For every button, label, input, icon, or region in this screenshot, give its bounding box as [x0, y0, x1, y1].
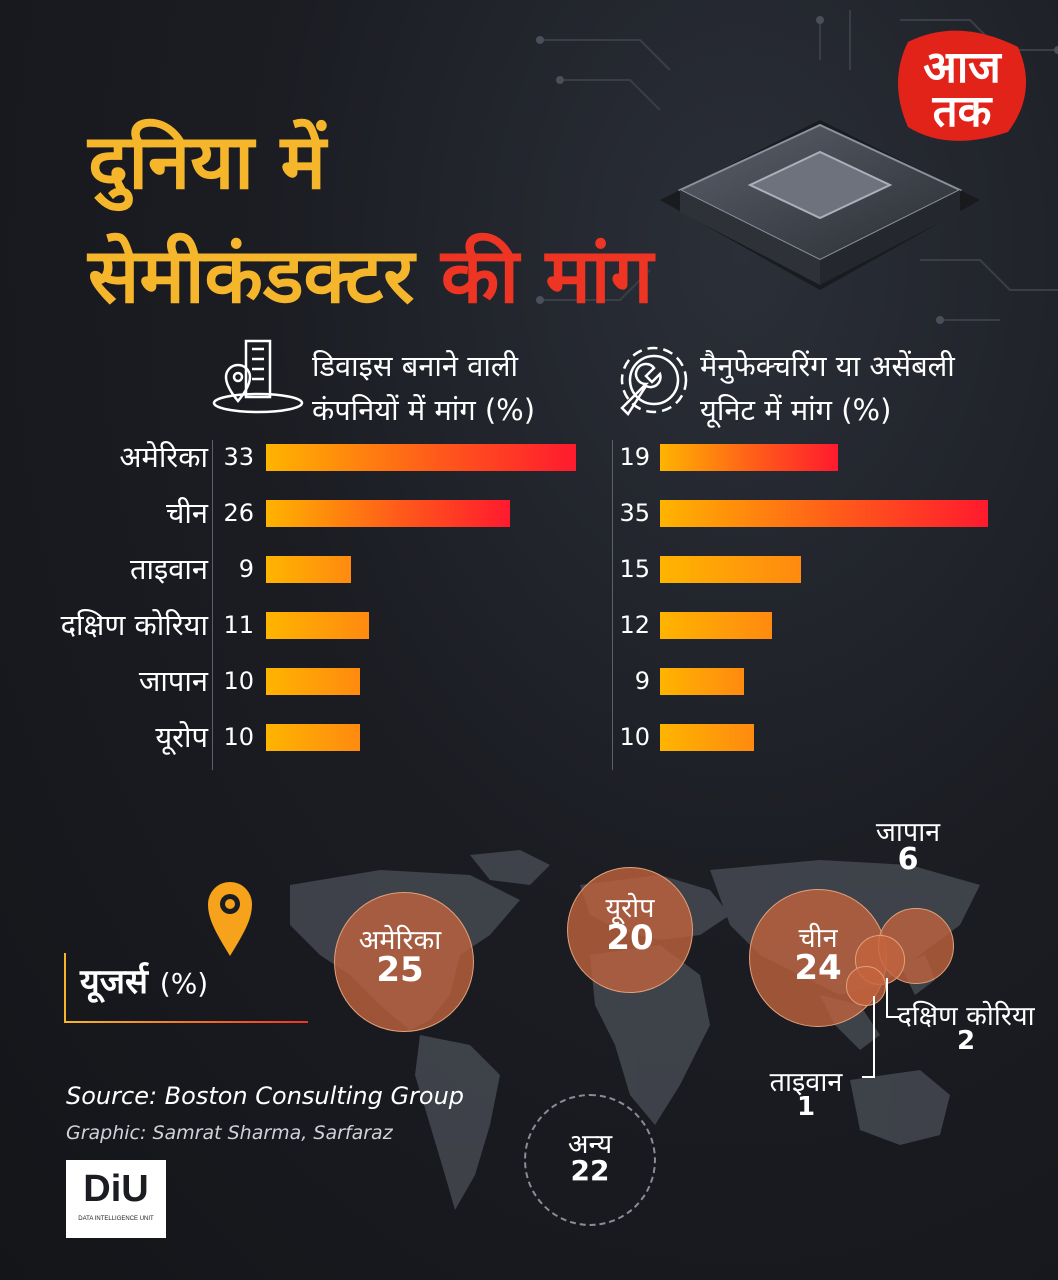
users-title: यूजर्स [80, 962, 148, 1002]
left-bar [266, 444, 576, 471]
left-header-line-1: डिवाइस बनाने वाली [312, 349, 519, 383]
others-bubble [523, 1093, 657, 1227]
left-header-line-2: कंपनियों में मांग (%) [312, 393, 536, 427]
right-header-line-1: मैनुफेक्चरिंग या असेंबली [700, 349, 955, 383]
right-value-label: 15 [619, 555, 650, 583]
bubble-value-label: 25 [376, 950, 424, 990]
left-bar [266, 556, 351, 583]
users-label: यूजर्स (%) [80, 957, 208, 1003]
right-value-label: 10 [619, 723, 650, 751]
left-column-header: डिवाइस बनाने वाली कंपनियों में मांग (%) [312, 344, 535, 432]
connector-line [862, 1076, 875, 1078]
category-label: ताइवान [129, 552, 208, 586]
bubble-category-label: दक्षिण कोरिया [897, 1001, 1035, 1032]
title-line-2: सेमीकंडक्टर की मांग [88, 222, 653, 325]
left-bar [266, 500, 511, 527]
bubble-category-label: जापान [875, 817, 941, 848]
category-label: अमेरिका [119, 440, 208, 474]
bubble-category-label: अन्य [567, 1129, 613, 1160]
right-value-label: 35 [619, 499, 650, 527]
right-bar [660, 724, 754, 751]
category-label: यूरोप [155, 720, 208, 754]
connector-line [886, 978, 888, 1018]
right-value-label: 12 [619, 611, 650, 639]
left-value-label: 11 [223, 611, 254, 639]
left-separator [212, 440, 213, 770]
right-header-line-2: यूनिट में मांग (%) [700, 393, 892, 427]
source-text: Source: Boston Consulting Group [66, 1082, 465, 1110]
diu-logo-text: DiU [83, 1168, 149, 1210]
left-bar [266, 668, 360, 695]
location-pin-icon [208, 882, 252, 956]
bubble-value-label: 24 [794, 948, 842, 988]
logo-line-2: तक [932, 86, 994, 137]
bubble-category-label: ताइवान [769, 1067, 843, 1098]
category-label: दक्षिण कोरिया [60, 608, 208, 642]
middle-separator [612, 440, 613, 770]
users-bubble [846, 966, 886, 1006]
category-label: जापान [138, 664, 208, 698]
left-bar [266, 612, 370, 639]
bubble-value-label: 1 [796, 1092, 816, 1122]
bubble-category-label: अमेरिका [358, 925, 442, 956]
users-accent-line [64, 953, 66, 1023]
right-value-label: 19 [619, 443, 650, 471]
gear-wrench-icon [620, 346, 688, 416]
diu-logo-subtext: DATA INTELLIGENCE UNIT [78, 1216, 154, 1222]
right-bar [660, 500, 988, 527]
category-label: चीन [165, 496, 208, 530]
graphic-credit: Graphic: Samrat Sharma, Sarfaraz [66, 1122, 393, 1144]
right-column-header: मैनुफेक्चरिंग या असेंबली यूनिट में मांग … [700, 344, 955, 432]
right-bar [660, 556, 801, 583]
users-bubble [566, 866, 694, 994]
bubble-value-label: 22 [570, 1154, 610, 1187]
right-bar [660, 668, 745, 695]
bubble-value-label: 2 [956, 1026, 976, 1056]
users-bubble [334, 892, 474, 1032]
bubble-category-label: चीन [798, 923, 838, 954]
left-value-label: 33 [223, 443, 254, 471]
users-unit: (%) [159, 967, 209, 1000]
left-bar [266, 724, 360, 751]
bubble-category-label: यूरोप [605, 893, 655, 924]
chip-background-illustration [536, 10, 1058, 324]
right-value-label: 9 [634, 667, 650, 695]
building-location-icon [212, 339, 304, 414]
bar-charts: अमेरिका 33 19 चीन 26 35 ताइवान 9 15 दक्षिण कोरिया… [0, 440, 1058, 780]
bubble-value-label: 6 [897, 842, 919, 877]
connector-line [873, 996, 875, 1078]
left-value-label: 10 [223, 723, 254, 751]
users-underline [64, 1021, 308, 1023]
left-value-label: 10 [223, 667, 254, 695]
connector-line [886, 1016, 900, 1018]
title-word-demand: की मांग [440, 231, 654, 320]
diu-logo: DiU DATA INTELLIGENCE UNIT [66, 1160, 166, 1238]
aajtak-logo: आज तक [888, 22, 1036, 146]
logo-line-1: आज [923, 42, 1002, 93]
title-line-1: दुनिया में [88, 117, 326, 206]
bubble-value-label: 20 [606, 918, 654, 958]
left-value-label: 26 [223, 499, 254, 527]
title-word-semiconductor: सेमीकंडक्टर [88, 231, 415, 320]
right-bar [660, 444, 839, 471]
left-value-label: 9 [238, 555, 254, 583]
right-bar [660, 612, 773, 639]
